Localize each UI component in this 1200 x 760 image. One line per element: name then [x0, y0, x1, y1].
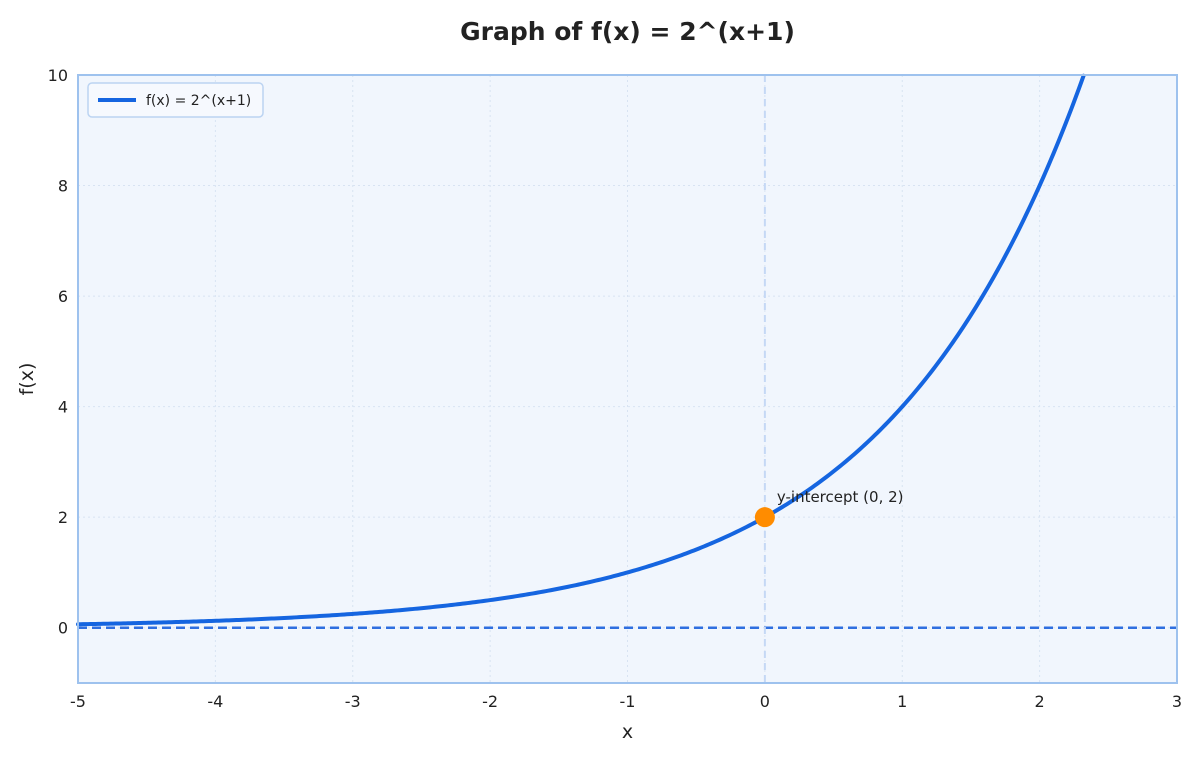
- x-tick-label: -2: [482, 692, 498, 711]
- y-tick-label: 8: [58, 177, 68, 196]
- series-layer: [76, 73, 1086, 627]
- plot-frame: [77, 74, 1178, 684]
- y-tick-label: 6: [58, 287, 68, 306]
- y-intercept-point: [754, 507, 775, 528]
- series-line: [76, 73, 1086, 627]
- legend: f(x) = 2^(x+1): [87, 82, 264, 118]
- y-tick-label: 0: [58, 619, 68, 638]
- x-tick-label: 0: [760, 692, 770, 711]
- y-tick-label: 2: [58, 508, 68, 527]
- y-tick-label: 10: [48, 66, 68, 85]
- x-tick-label: -5: [70, 692, 86, 711]
- x-tick-label: 1: [897, 692, 907, 711]
- tick-labels: -5 -4 -3 -2 -1 0 1 2 3 0 2 4 6 8 10: [48, 66, 1182, 711]
- chart-title: Graph of f(x) = 2^(x+1): [460, 17, 795, 46]
- y-axis-label: f(x): [16, 363, 38, 396]
- x-tick-label: 3: [1172, 692, 1182, 711]
- reference-lines: [78, 75, 1177, 683]
- legend-box: [87, 82, 264, 118]
- points-layer: y-intercept (0, 2): [754, 488, 904, 528]
- x-tick-label: -1: [620, 692, 636, 711]
- legend-label: f(x) = 2^(x+1): [146, 93, 251, 109]
- y-intercept-annotation: y-intercept (0, 2): [777, 488, 904, 506]
- x-tick-label: 2: [1035, 692, 1045, 711]
- x-axis-label: x: [622, 721, 633, 743]
- x-tick-label: -3: [345, 692, 361, 711]
- x-tick-label: -4: [207, 692, 223, 711]
- y-tick-label: 4: [58, 398, 68, 417]
